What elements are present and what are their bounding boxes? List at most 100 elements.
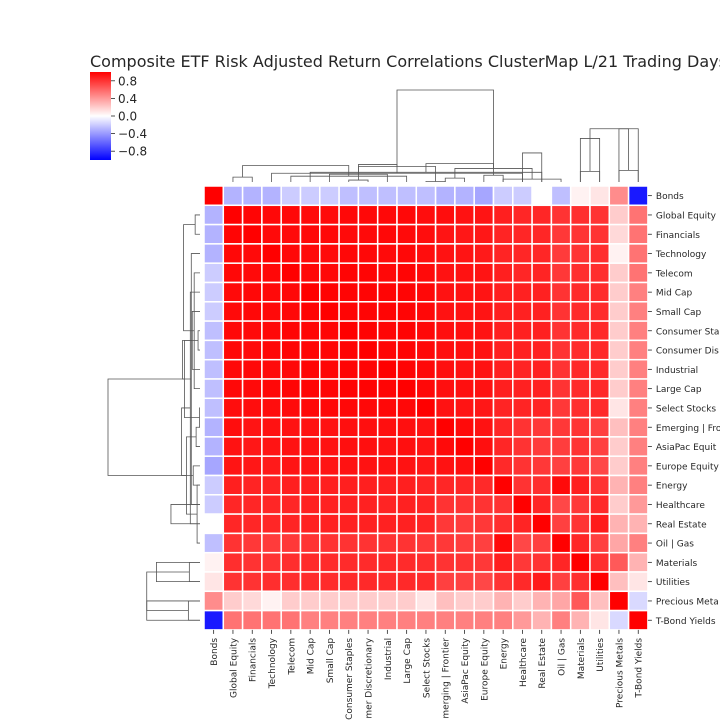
heatmap-cell xyxy=(531,320,553,342)
heatmap-cell xyxy=(492,339,514,361)
heatmap-cell xyxy=(569,320,591,342)
col-label: Bonds xyxy=(210,638,220,666)
heatmap-cell xyxy=(338,590,360,612)
heatmap-cell xyxy=(454,590,475,612)
heatmap-cell xyxy=(608,243,630,264)
heatmap-cell xyxy=(550,494,572,515)
heatmap-cell xyxy=(512,416,533,438)
heatmap-cell xyxy=(241,416,263,438)
heatmap-cell xyxy=(203,532,225,554)
heatmap-cell xyxy=(299,436,321,457)
col-label: Energy xyxy=(500,637,510,669)
heatmap-cell xyxy=(531,532,553,554)
heatmap-cell xyxy=(569,378,591,400)
heatmap-cell xyxy=(376,378,398,400)
heatmap-cell xyxy=(357,571,379,593)
dendrogram-link xyxy=(188,561,200,583)
heatmap-cell xyxy=(569,571,591,593)
heatmap-cell xyxy=(608,281,630,303)
heatmap-cell xyxy=(608,590,630,612)
heatmap-cell xyxy=(550,339,572,361)
heatmap-cell xyxy=(454,571,475,593)
heatmap-cell xyxy=(299,609,321,631)
heatmap-cell xyxy=(222,474,244,496)
heatmap-cell xyxy=(531,262,553,284)
heatmap-cell xyxy=(241,320,263,342)
heatmap-cell xyxy=(492,494,514,515)
heatmap-cell xyxy=(319,358,340,380)
heatmap-cell xyxy=(299,320,321,342)
heatmap-cell xyxy=(608,474,630,496)
heatmap-cell xyxy=(569,551,591,573)
heatmap-cell xyxy=(531,590,553,612)
heatmap-cell xyxy=(376,474,398,496)
heatmap-cell xyxy=(531,609,553,631)
heatmap-cell xyxy=(512,301,533,322)
heatmap-cell xyxy=(512,609,533,631)
dendrogram-link xyxy=(183,224,196,332)
heatmap-cell xyxy=(396,494,418,515)
dendrogram-link xyxy=(232,176,253,182)
heatmap-cell xyxy=(531,204,553,226)
heatmap-cell xyxy=(376,301,398,322)
heatmap-cell xyxy=(241,339,263,361)
heatmap-cell xyxy=(627,609,649,631)
heatmap-cell xyxy=(512,320,533,342)
heatmap-cell xyxy=(492,590,514,612)
heatmap-cell xyxy=(222,571,244,593)
heatmap-cell xyxy=(376,185,398,207)
col-label: Healthcare xyxy=(519,637,529,687)
heatmap-cell xyxy=(569,474,591,496)
heatmap-cell xyxy=(608,609,630,631)
heatmap-cell xyxy=(241,243,263,264)
heatmap-cell xyxy=(222,358,244,380)
heatmap-cell xyxy=(396,358,418,380)
heatmap-cell xyxy=(473,609,495,631)
heatmap-cell xyxy=(222,301,244,322)
col-label: Technology xyxy=(268,637,278,689)
heatmap-cell xyxy=(550,243,572,264)
heatmap-cell xyxy=(357,320,379,342)
heatmap-cell xyxy=(454,358,475,380)
heatmap-cell xyxy=(608,571,630,593)
heatmap-cell xyxy=(319,551,340,573)
heatmap-cell xyxy=(627,204,649,226)
col-label: Mid Cap xyxy=(307,638,317,675)
heatmap-cell xyxy=(376,320,398,342)
heatmap-cell xyxy=(492,609,514,631)
heatmap-cell xyxy=(454,609,475,631)
heatmap-cell xyxy=(512,455,533,477)
heatmap-cell xyxy=(338,397,360,419)
heatmap-cell xyxy=(492,416,514,438)
heatmap-cell xyxy=(473,281,495,303)
heatmap-cell xyxy=(415,416,437,438)
heatmap-cell xyxy=(376,494,398,515)
heatmap-cell xyxy=(454,494,475,515)
heatmap-cell xyxy=(280,436,302,457)
heatmap-cell xyxy=(222,281,244,303)
col-label: Telecom xyxy=(287,638,297,676)
heatmap-cell xyxy=(280,455,302,477)
heatmap-cell xyxy=(415,513,437,535)
heatmap-cell xyxy=(376,358,398,380)
heatmap-cell xyxy=(550,185,572,207)
dendrogram-link xyxy=(618,169,639,182)
heatmap-cell xyxy=(569,590,591,612)
heatmap-cell xyxy=(434,571,456,593)
heatmap-cell xyxy=(319,397,340,419)
heatmap-cell xyxy=(492,397,514,419)
heatmap-cell xyxy=(319,339,340,361)
heatmap-cell xyxy=(241,551,263,573)
heatmap-cell xyxy=(376,204,398,226)
heatmap-cell xyxy=(222,416,244,438)
heatmap-cell xyxy=(531,378,553,400)
heatmap-cell xyxy=(319,494,340,515)
col-label: T-Bond Yields xyxy=(635,638,645,699)
heatmap-cell xyxy=(492,474,514,496)
heatmap-cell xyxy=(627,571,649,593)
heatmap-cell xyxy=(454,204,475,226)
heatmap-cell xyxy=(415,378,437,400)
colorbar-tick-label: −0.4 xyxy=(118,127,147,141)
heatmap-cell xyxy=(261,474,282,496)
heatmap-cell xyxy=(280,571,302,593)
